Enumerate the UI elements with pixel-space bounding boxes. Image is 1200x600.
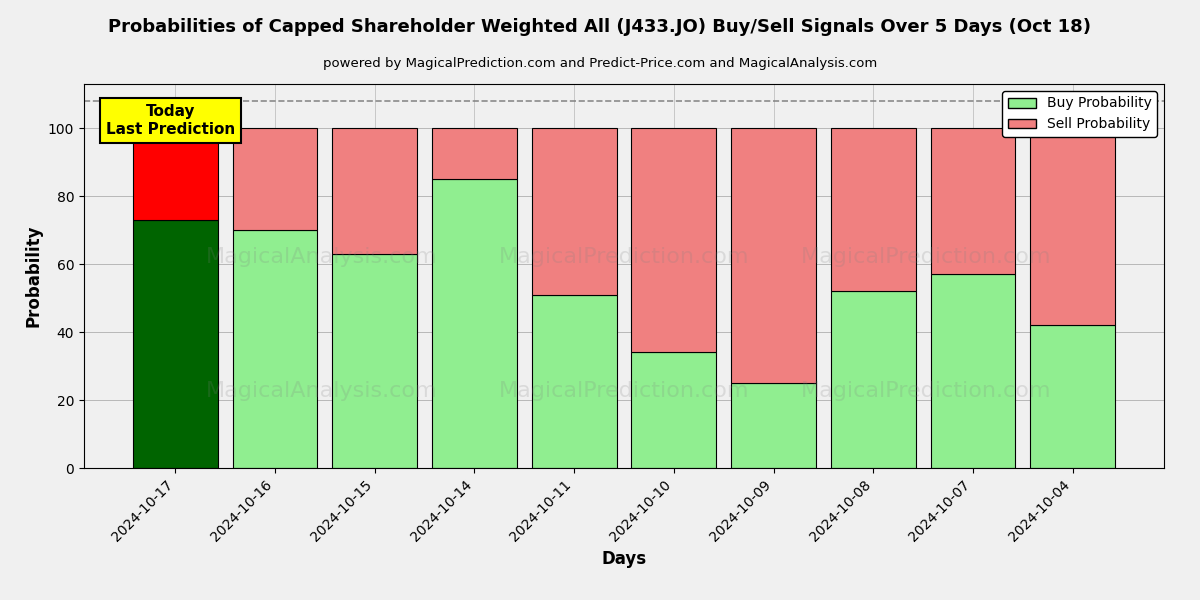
Bar	[1030, 325, 1115, 468]
Bar	[830, 291, 916, 468]
Bar	[532, 295, 617, 468]
Y-axis label: Probability: Probability	[24, 225, 42, 327]
Bar	[133, 128, 218, 220]
Text: Today
Last Prediction: Today Last Prediction	[106, 104, 235, 137]
Bar	[233, 128, 318, 230]
Text: MagicalPrediction.com: MagicalPrediction.com	[499, 247, 749, 267]
Bar	[830, 128, 916, 291]
Text: powered by MagicalPrediction.com and Predict-Price.com and MagicalAnalysis.com: powered by MagicalPrediction.com and Pre…	[323, 57, 877, 70]
Bar	[930, 128, 1015, 274]
Bar	[233, 230, 318, 468]
X-axis label: Days: Days	[601, 550, 647, 568]
Bar	[1030, 128, 1115, 325]
Bar	[731, 128, 816, 383]
Bar	[631, 128, 716, 352]
Text: MagicalAnalysis.com: MagicalAnalysis.com	[205, 381, 438, 401]
Bar	[432, 179, 517, 468]
Text: MagicalPrediction.com: MagicalPrediction.com	[802, 247, 1051, 267]
Bar	[930, 274, 1015, 468]
Bar	[332, 254, 418, 468]
Bar	[332, 128, 418, 254]
Bar	[532, 128, 617, 295]
Text: Probabilities of Capped Shareholder Weighted All (J433.JO) Buy/Sell Signals Over: Probabilities of Capped Shareholder Weig…	[108, 18, 1092, 36]
Bar	[133, 220, 218, 468]
Text: MagicalAnalysis.com: MagicalAnalysis.com	[205, 247, 438, 267]
Bar	[731, 383, 816, 468]
Legend: Buy Probability, Sell Probability: Buy Probability, Sell Probability	[1002, 91, 1157, 137]
Bar	[432, 128, 517, 179]
Text: MagicalPrediction.com: MagicalPrediction.com	[499, 381, 749, 401]
Bar	[631, 352, 716, 468]
Text: MagicalPrediction.com: MagicalPrediction.com	[802, 381, 1051, 401]
